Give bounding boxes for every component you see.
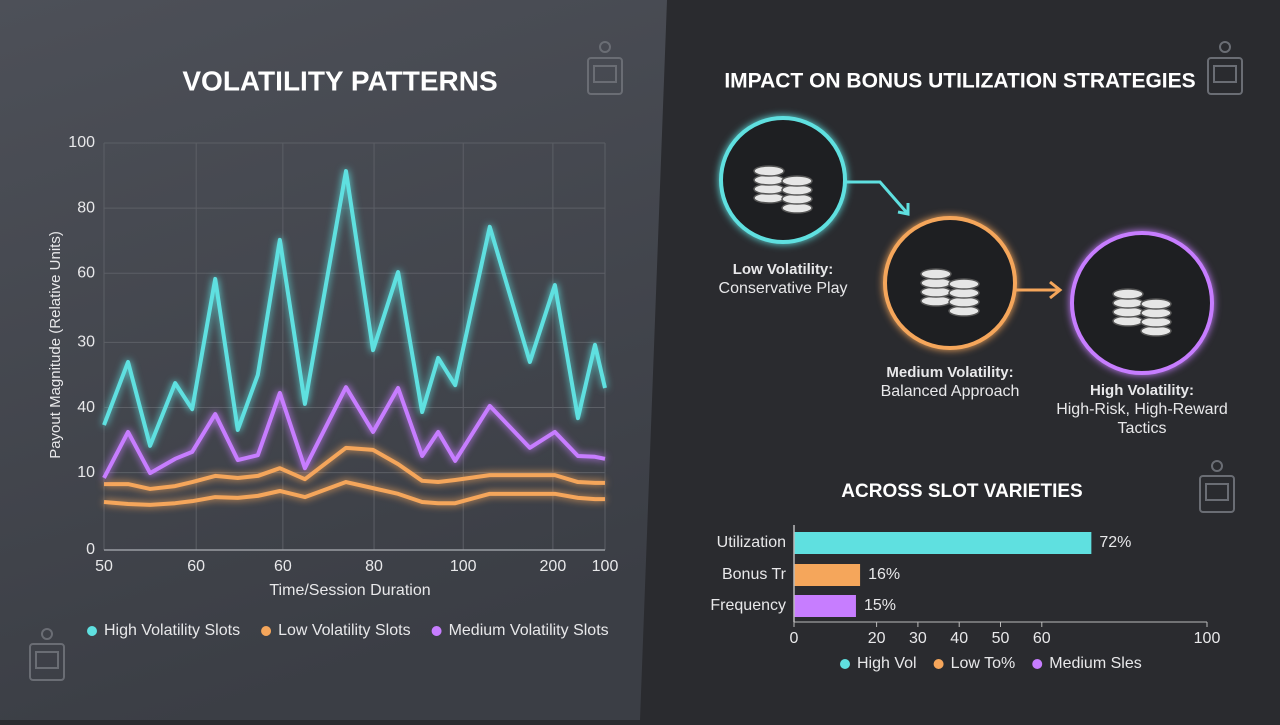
x-tick-label: 30 (909, 630, 927, 647)
x-tick-label: 0 (790, 630, 799, 647)
legend-label: Low Volatility Slots (278, 622, 411, 639)
node-title: High Volatility: (1090, 382, 1194, 399)
coin (948, 278, 980, 290)
diagram-title: IMPACT ON BONUS UTILIZATION STRATEGIES (724, 70, 1195, 93)
legend-marker (933, 659, 944, 669)
x-tick-label: 60 (1033, 630, 1051, 647)
node-text: Tactics (1118, 420, 1167, 437)
value-label: 15% (864, 597, 896, 614)
slot-icons (29, 41, 1243, 681)
category-label: Bonus Tr (722, 566, 787, 583)
x-tick-label: 80 (365, 558, 383, 575)
y-tick-label: 30 (77, 334, 95, 351)
series-line (102, 169, 607, 448)
bar (794, 532, 1092, 554)
node-text: Conservative Play (719, 280, 848, 297)
coin (1112, 288, 1144, 300)
y-tick-label: 80 (77, 199, 95, 216)
x-tick-label: 60 (187, 558, 205, 575)
value-label: 72% (1099, 534, 1131, 551)
x-tick-label: 100 (1194, 630, 1221, 647)
x-tick-label: 100 (592, 558, 619, 575)
category-label: Frequency (710, 597, 786, 614)
coin (920, 268, 952, 280)
left-panel (0, 0, 667, 720)
x-tick-label: 50 (992, 630, 1010, 647)
x-tick-label: 40 (950, 630, 968, 647)
legend-marker (261, 626, 272, 636)
series-line (103, 480, 605, 507)
legend-label: Medium Sles (1049, 655, 1141, 672)
series-line (104, 445, 605, 491)
chart-title: VOLATILITY PATTERNS (182, 65, 497, 96)
chart-title: ACROSS SLOT VARIETIES (841, 481, 1082, 502)
bar (794, 595, 856, 617)
node-title: Medium Volatility: (886, 364, 1013, 381)
x-tick-label: 100 (450, 558, 477, 575)
category-label: Utilization (717, 534, 786, 551)
y-tick-label: 40 (77, 399, 95, 416)
arrow (1015, 280, 1063, 300)
legend-marker (840, 659, 850, 669)
node-text: Balanced Approach (881, 383, 1020, 400)
x-axis-label: Time/Session Duration (269, 582, 430, 599)
legend-marker (1032, 659, 1043, 669)
value-label: 16% (868, 566, 900, 583)
coin (1140, 298, 1172, 310)
bar (794, 564, 861, 586)
y-tick-label: 60 (77, 264, 95, 281)
coin (781, 175, 813, 187)
x-tick-label: 20 (868, 630, 886, 647)
legend-label: Medium Volatility Slots (449, 622, 609, 639)
legend-label: High Vol (857, 655, 917, 672)
legend-marker (431, 626, 442, 636)
legend-label: Low To% (951, 655, 1016, 672)
coin (753, 165, 785, 177)
y-tick-label: 0 (86, 541, 95, 558)
series-line (102, 385, 606, 479)
x-tick-label: 50 (95, 558, 113, 575)
legend-label: High Volatility Slots (104, 622, 240, 639)
x-tick-label: 200 (540, 558, 567, 575)
y-axis-label: Payout Magnitude (Relative Units) (47, 231, 64, 459)
y-tick-label: 100 (68, 134, 95, 151)
legend-marker (87, 626, 97, 636)
x-tick-label: 60 (274, 558, 292, 575)
node-text: High-Risk, High-Reward (1056, 401, 1228, 418)
y-tick-label: 10 (77, 464, 95, 481)
arrow (845, 180, 910, 216)
node-title: Low Volatility: (733, 261, 834, 278)
